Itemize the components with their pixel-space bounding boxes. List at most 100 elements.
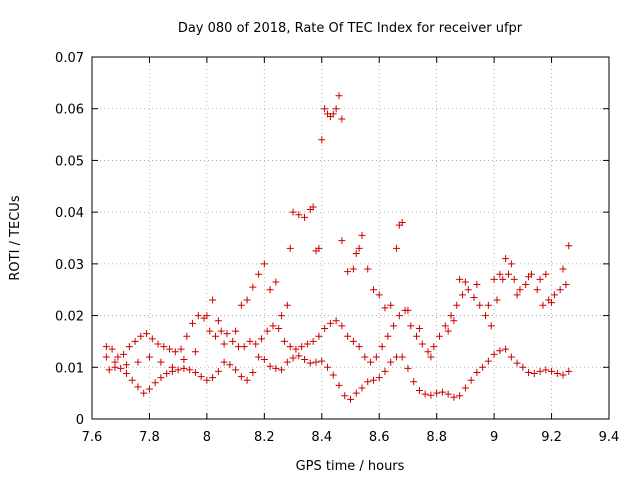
data-point <box>269 322 277 330</box>
data-point <box>286 343 294 351</box>
data-point <box>105 366 113 374</box>
data-point <box>490 350 498 358</box>
data-point <box>349 337 357 345</box>
data-point <box>473 281 481 289</box>
data-point <box>326 319 334 327</box>
data-point <box>332 317 340 325</box>
data-point <box>206 327 214 335</box>
data-point <box>418 340 426 348</box>
data-point <box>266 362 274 370</box>
data-point <box>384 332 392 340</box>
data-point <box>381 367 389 375</box>
data-point <box>252 340 260 348</box>
data-point <box>301 356 309 364</box>
data-point <box>272 278 280 286</box>
data-point <box>525 368 533 376</box>
data-point <box>209 374 217 382</box>
y-tick-label: 0.01 <box>55 361 84 376</box>
data-point <box>481 312 489 320</box>
data-point <box>533 286 541 294</box>
data-point <box>275 325 283 332</box>
data-point <box>329 371 337 379</box>
data-point <box>496 347 504 355</box>
data-point <box>214 317 222 325</box>
data-point <box>163 369 171 377</box>
data-point <box>387 358 395 366</box>
data-point <box>536 367 544 375</box>
data-point <box>369 286 377 294</box>
data-point <box>548 299 556 307</box>
data-point <box>131 337 139 345</box>
data-point <box>301 213 309 221</box>
data-point <box>467 376 475 384</box>
data-point <box>470 293 478 301</box>
data-point <box>430 343 438 351</box>
data-point <box>160 343 168 351</box>
data-point <box>140 389 148 397</box>
data-point <box>180 364 188 372</box>
y-axis-label: ROTI / TECUs <box>8 195 23 280</box>
data-point <box>364 378 372 386</box>
data-point <box>145 353 153 361</box>
data-point <box>154 340 162 348</box>
data-point <box>286 244 294 252</box>
x-tick-label: 8.8 <box>426 430 447 445</box>
data-point <box>183 332 191 340</box>
data-point <box>120 350 128 358</box>
data-point <box>209 296 217 304</box>
data-point <box>355 343 363 351</box>
plot-frame <box>91 56 610 420</box>
data-point <box>398 218 406 226</box>
data-point <box>318 357 326 365</box>
data-point <box>289 354 297 362</box>
data-point <box>407 322 415 330</box>
data-point <box>229 337 237 345</box>
data-point <box>344 268 352 276</box>
data-point <box>490 275 498 283</box>
data-point <box>456 392 464 400</box>
data-point <box>548 367 556 375</box>
data-point <box>315 332 323 340</box>
data-point <box>450 317 458 325</box>
data-point <box>507 260 515 268</box>
data-point <box>398 353 406 361</box>
data-point <box>427 391 435 399</box>
data-point <box>157 374 165 382</box>
data-point <box>315 244 323 252</box>
data-point <box>298 343 306 351</box>
grid-layer <box>92 57 609 419</box>
data-point <box>217 327 225 335</box>
data-point <box>255 353 263 361</box>
data-point <box>433 389 441 397</box>
data-point <box>559 265 567 273</box>
data-point <box>390 322 398 330</box>
data-point <box>309 337 317 345</box>
data-point <box>309 203 317 211</box>
data-point <box>550 291 558 299</box>
data-point <box>444 327 452 335</box>
data-point <box>203 376 211 384</box>
data-point <box>260 260 268 268</box>
data-point <box>321 325 329 332</box>
x-tick-label: 7.8 <box>139 430 160 445</box>
x-tick-label: 8.4 <box>311 430 332 445</box>
data-point <box>243 376 251 384</box>
data-point <box>214 367 222 375</box>
data-point <box>306 359 314 367</box>
data-point <box>128 376 136 384</box>
data-point <box>191 348 199 356</box>
data-point <box>237 373 245 381</box>
data-point <box>427 353 435 361</box>
data-point <box>387 301 395 309</box>
data-point <box>539 301 547 309</box>
data-point <box>180 356 188 364</box>
data-point <box>335 92 343 100</box>
data-point <box>194 312 202 320</box>
data-point <box>542 270 550 278</box>
data-point <box>358 384 366 392</box>
data-point <box>352 250 360 258</box>
data-point <box>283 301 291 309</box>
data-point <box>510 275 518 283</box>
data-point <box>122 361 130 369</box>
data-point <box>148 335 156 343</box>
